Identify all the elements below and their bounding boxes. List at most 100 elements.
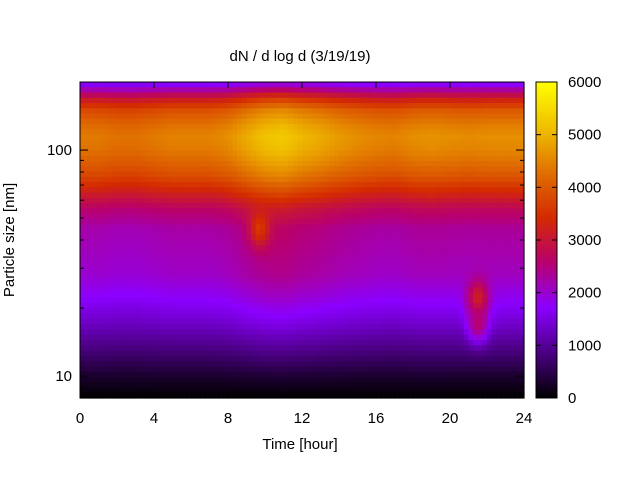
heatmap-cell	[228, 245, 234, 252]
heatmap-cell	[366, 197, 372, 204]
heatmap-cell	[408, 308, 414, 315]
heatmap-cell	[103, 308, 109, 315]
heatmap-cell	[283, 176, 289, 183]
heatmap-cell	[232, 161, 238, 167]
heatmap-cell	[103, 176, 109, 183]
heatmap-cell	[283, 203, 289, 209]
heatmap-cell	[195, 255, 201, 262]
heatmap-cell	[510, 340, 516, 346]
heatmap-cell	[417, 118, 423, 125]
heatmap-cell	[362, 224, 368, 231]
heatmap-cell	[334, 124, 340, 130]
heatmap-cell	[204, 203, 211, 209]
heatmap-cell	[477, 176, 483, 183]
heatmap-cell	[195, 266, 201, 273]
heatmap-cell	[343, 234, 349, 241]
heatmap-cell	[514, 176, 520, 183]
heatmap-cell	[214, 161, 220, 167]
heatmap-cell	[334, 276, 340, 283]
heatmap-cell	[200, 124, 206, 130]
heatmap-cell	[288, 224, 294, 231]
heatmap-cell	[283, 308, 289, 315]
heatmap-cell	[468, 240, 474, 246]
heatmap-cell	[218, 250, 224, 257]
heatmap-cell	[274, 203, 280, 209]
heatmap-cell	[144, 113, 150, 120]
heatmap-cell	[154, 103, 160, 109]
heatmap-cell	[218, 271, 224, 278]
heatmap-cell	[505, 329, 511, 336]
heatmap-cell	[204, 255, 211, 262]
heatmap-cell	[274, 308, 280, 315]
heatmap-cell	[232, 108, 238, 115]
heatmap-cell	[320, 118, 326, 125]
heatmap-cell	[232, 118, 238, 125]
heatmap-cell	[154, 213, 160, 220]
heatmap-cell	[329, 139, 335, 146]
heatmap-cell	[376, 234, 382, 241]
heatmap-cell	[348, 108, 354, 115]
heatmap-cell	[348, 261, 354, 267]
heatmap-cell	[454, 197, 460, 204]
heatmap-cell	[292, 187, 298, 194]
heatmap-cell	[385, 261, 391, 267]
heatmap-cell	[204, 297, 211, 304]
heatmap-cell	[468, 213, 474, 220]
heatmap-cell	[107, 197, 113, 204]
heatmap-cell	[431, 334, 437, 341]
heatmap-cell	[191, 203, 197, 209]
heatmap-cell	[482, 103, 488, 109]
heatmap-cell	[385, 166, 391, 173]
heatmap-cell	[389, 224, 396, 231]
heatmap-cell	[325, 118, 331, 125]
heatmap-cell	[403, 266, 409, 273]
heatmap-cell	[135, 197, 141, 204]
heatmap-cell	[283, 266, 289, 273]
heatmap-cell	[329, 134, 335, 141]
heatmap-cell	[477, 240, 483, 246]
heatmap-cell	[278, 129, 285, 136]
heatmap-cell	[214, 129, 220, 136]
heatmap-cell	[251, 340, 257, 346]
heatmap-cell	[403, 176, 409, 183]
heatmap-cell	[228, 155, 234, 162]
heatmap-cell	[172, 113, 178, 120]
heatmap-cell	[214, 345, 220, 352]
heatmap-cell	[519, 240, 525, 246]
heatmap-cell	[385, 250, 391, 257]
heatmap-cell	[117, 187, 123, 194]
heatmap-cell	[491, 245, 497, 252]
heatmap-cell	[514, 124, 520, 130]
heatmap-cell	[357, 92, 363, 99]
heatmap-cell	[288, 350, 294, 357]
heatmap-cell	[380, 97, 386, 104]
heatmap-cell	[417, 297, 423, 304]
heatmap-cell	[454, 171, 460, 178]
heatmap-cell	[459, 266, 465, 273]
heatmap-cell	[436, 108, 442, 115]
heatmap-cell	[103, 345, 109, 352]
heatmap-cell	[440, 287, 446, 294]
heatmap-cell	[519, 176, 525, 183]
heatmap-cell	[500, 324, 507, 331]
heatmap-cell	[320, 87, 326, 94]
heatmap-cell	[482, 182, 488, 188]
heatmap-cell	[195, 313, 201, 320]
heatmap-cell	[80, 245, 86, 252]
heatmap-cell	[440, 92, 446, 99]
heatmap-cell	[473, 113, 479, 120]
heatmap-cell	[334, 103, 340, 109]
heatmap-cell	[93, 192, 100, 199]
heatmap-cell	[283, 319, 289, 325]
heatmap-cell	[366, 92, 372, 99]
heatmap-cell	[343, 261, 349, 267]
heatmap-cell	[417, 145, 423, 152]
heatmap-cell	[274, 287, 280, 294]
heatmap-cell	[385, 287, 391, 294]
heatmap-cell	[315, 297, 322, 304]
heatmap-cell	[422, 171, 428, 178]
heatmap-cell	[177, 145, 183, 152]
heatmap-cell	[223, 245, 229, 252]
heatmap-cell	[371, 297, 377, 304]
heatmap-cell	[223, 340, 229, 346]
